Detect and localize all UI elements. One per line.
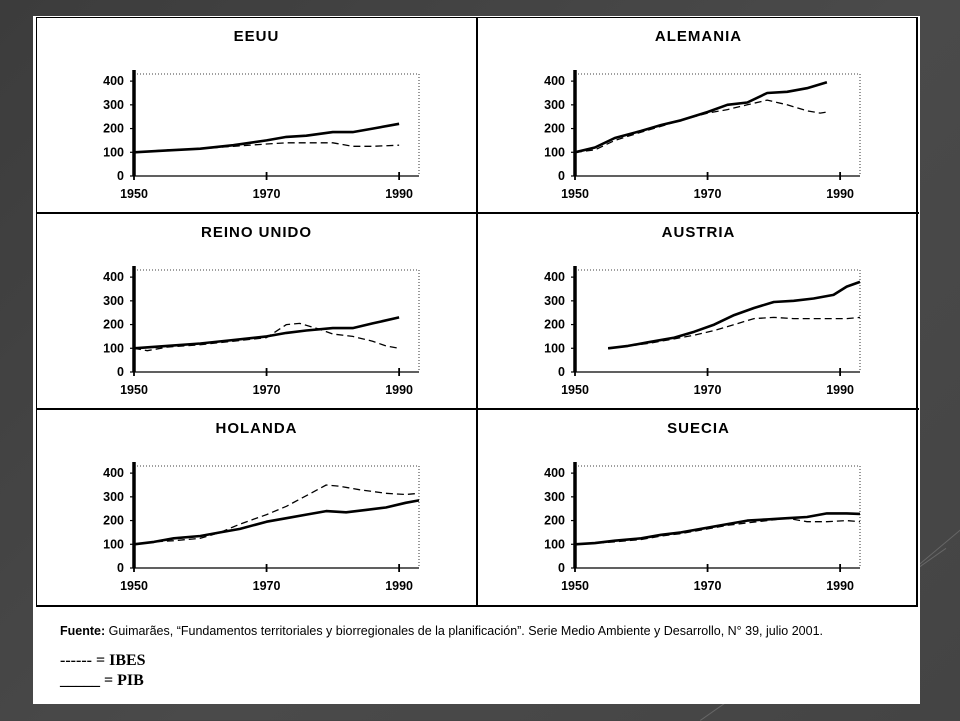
plot-frame (575, 73, 861, 176)
y-tick-label: 200 (103, 318, 124, 332)
chart-svg: 0 100 200 300 400 1950 1970 1990 (544, 462, 861, 593)
series-line-ibes (608, 316, 861, 349)
x-tick-label: 1950 (561, 579, 589, 593)
chart-svg: 0 100 200 300 400 1950 1970 1990 (544, 266, 861, 397)
x-tick-label: 1990 (826, 187, 854, 201)
chart-panel: HOLANDA 0 100 200 300 400 1950 1970 1990 (37, 410, 478, 606)
chart-svg: 0 100 200 300 400 1950 1970 1990 (103, 266, 420, 397)
chart-title: SUECIA (667, 420, 730, 437)
y-tick-label: 200 (103, 514, 124, 528)
y-tick-label: 200 (544, 514, 565, 528)
x-tick-label: 1950 (120, 579, 148, 593)
x-tick-label: 1970 (694, 187, 722, 201)
x-tick-label: 1950 (561, 383, 589, 397)
y-tick-label: 0 (117, 169, 124, 183)
y-tick-label: 400 (544, 74, 565, 88)
y-tick-label: 200 (103, 122, 124, 136)
series-line-ibes (574, 517, 861, 545)
x-tick-label: 1990 (385, 579, 413, 593)
x-tick-label: 1990 (385, 383, 413, 397)
chart-panel: SUECIA 0 100 200 300 400 1950 1970 1990 (478, 410, 919, 606)
y-tick-label: 100 (103, 341, 124, 355)
y-tick-label: 400 (544, 270, 565, 284)
plot-frame (575, 465, 861, 568)
series-line-ibes (574, 99, 828, 153)
plot-frame (134, 73, 420, 176)
y-tick-label: 300 (544, 294, 565, 308)
plot-frame (134, 269, 420, 372)
series-line-ibes (133, 484, 420, 545)
x-tick-label: 1970 (253, 579, 281, 593)
x-tick-label: 1950 (120, 187, 148, 201)
y-tick-label: 100 (544, 145, 565, 159)
x-tick-label: 1950 (120, 383, 148, 397)
chart-title: EEUU (233, 28, 280, 45)
x-tick-label: 1970 (253, 187, 281, 201)
y-tick-label: 300 (103, 294, 124, 308)
legend-ibes: ------ = IBES (60, 652, 146, 669)
x-tick-label: 1990 (385, 187, 413, 201)
series-line-pib (133, 499, 420, 546)
source-citation: Fuente: Guimarães, “Fundamentos territor… (60, 624, 920, 638)
y-tick-label: 400 (544, 466, 565, 480)
chart-svg: 0 100 200 300 400 1950 1970 1990 (544, 70, 861, 201)
y-tick-label: 300 (103, 490, 124, 504)
y-tick-label: 100 (103, 537, 124, 551)
x-tick-label: 1950 (561, 187, 589, 201)
chart-panel: REINO UNIDO 0 100 200 300 400 1950 1970 1990 (37, 214, 478, 410)
chart-title: HOLANDA (215, 420, 298, 437)
chart-panel: EEUU 0 100 200 300 400 1950 1970 1990 (37, 18, 478, 214)
series-line-ibes (133, 142, 400, 153)
chart-svg: 0 100 200 300 400 1950 1970 1990 (103, 70, 420, 201)
series-line-ibes (133, 322, 400, 352)
y-tick-label: 400 (103, 74, 124, 88)
chart-panel: AUSTRIA 0 100 200 300 400 1950 1970 1990 (478, 214, 919, 410)
slide: EEUU 0 100 200 300 400 1950 1970 1990 ALEMANIA 0 10… (33, 16, 920, 704)
x-tick-label: 1970 (694, 383, 722, 397)
y-tick-label: 0 (117, 561, 124, 575)
y-tick-label: 300 (544, 490, 565, 504)
x-tick-label: 1990 (826, 383, 854, 397)
y-tick-label: 400 (103, 270, 124, 284)
series-line-pib (133, 316, 400, 350)
y-tick-label: 300 (103, 98, 124, 112)
chart-title: REINO UNIDO (200, 224, 312, 241)
chart-title: AUSTRIA (661, 224, 736, 241)
y-tick-label: 400 (103, 466, 124, 480)
y-tick-label: 100 (103, 145, 124, 159)
source-label: Fuente: (60, 624, 106, 638)
series-line-pib (574, 81, 828, 154)
chart-grid: EEUU 0 100 200 300 400 1950 1970 1990 ALEMANIA 0 10… (36, 17, 919, 607)
legend-pib: _____ = PIB (60, 672, 144, 689)
series-line-pib (607, 280, 861, 350)
plot-frame (134, 465, 420, 568)
y-tick-label: 300 (544, 98, 565, 112)
y-tick-label: 0 (117, 365, 124, 379)
y-tick-label: 100 (544, 341, 565, 355)
y-tick-label: 200 (544, 318, 565, 332)
x-tick-label: 1970 (253, 383, 281, 397)
y-tick-label: 0 (558, 561, 565, 575)
x-tick-label: 1970 (694, 579, 722, 593)
y-tick-label: 0 (558, 169, 565, 183)
x-tick-label: 1990 (826, 579, 854, 593)
y-tick-label: 200 (544, 122, 565, 136)
chart-svg: 0 100 200 300 400 1950 1970 1990 (103, 462, 420, 593)
chart-title: ALEMANIA (654, 28, 743, 45)
chart-panel: ALEMANIA 0 100 200 300 400 1950 1970 1990 (478, 18, 919, 214)
series-line-pib (133, 122, 400, 154)
plot-frame (575, 269, 861, 372)
y-tick-label: 0 (558, 365, 565, 379)
y-tick-label: 100 (544, 537, 565, 551)
series-line-pib (574, 512, 861, 546)
source-text: Guimarães, “Fundamentos territoriales y … (105, 624, 823, 638)
